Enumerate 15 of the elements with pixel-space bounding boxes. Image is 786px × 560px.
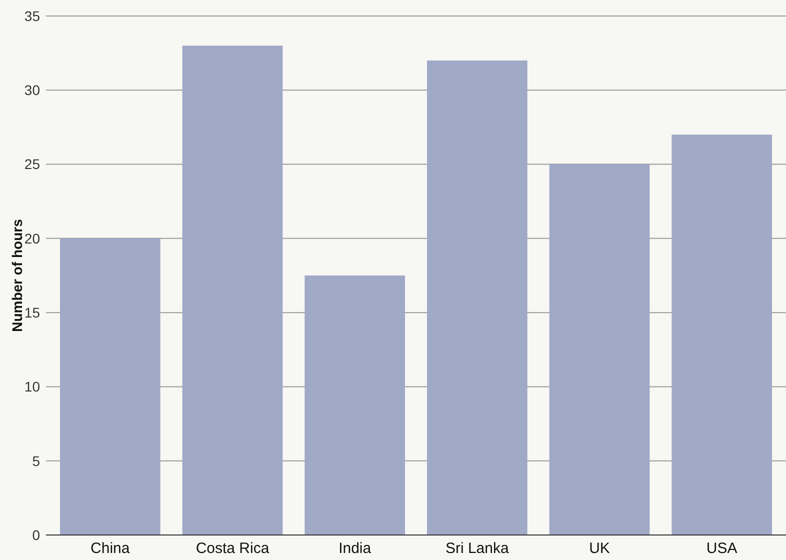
y-tick-label: 15 [24, 304, 40, 320]
y-axis-title: Number of hours [9, 218, 25, 332]
x-tick-label: USA [706, 540, 738, 557]
x-tick-label: India [338, 540, 372, 557]
x-tick-label: Costa Rica [196, 540, 270, 557]
x-tick-label: China [90, 540, 130, 557]
y-tick-label: 0 [32, 526, 40, 543]
y-tick-label: 10 [24, 378, 40, 395]
y-tick-label: 25 [24, 156, 40, 172]
x-tick-label: UK [589, 540, 610, 557]
y-tick-label: 30 [24, 82, 40, 98]
x-tick-label: Sri Lanka [445, 540, 510, 557]
y-tick-label: 35 [24, 8, 40, 24]
y-tick-label: 5 [32, 452, 40, 469]
y-tick-label: 20 [24, 230, 40, 246]
